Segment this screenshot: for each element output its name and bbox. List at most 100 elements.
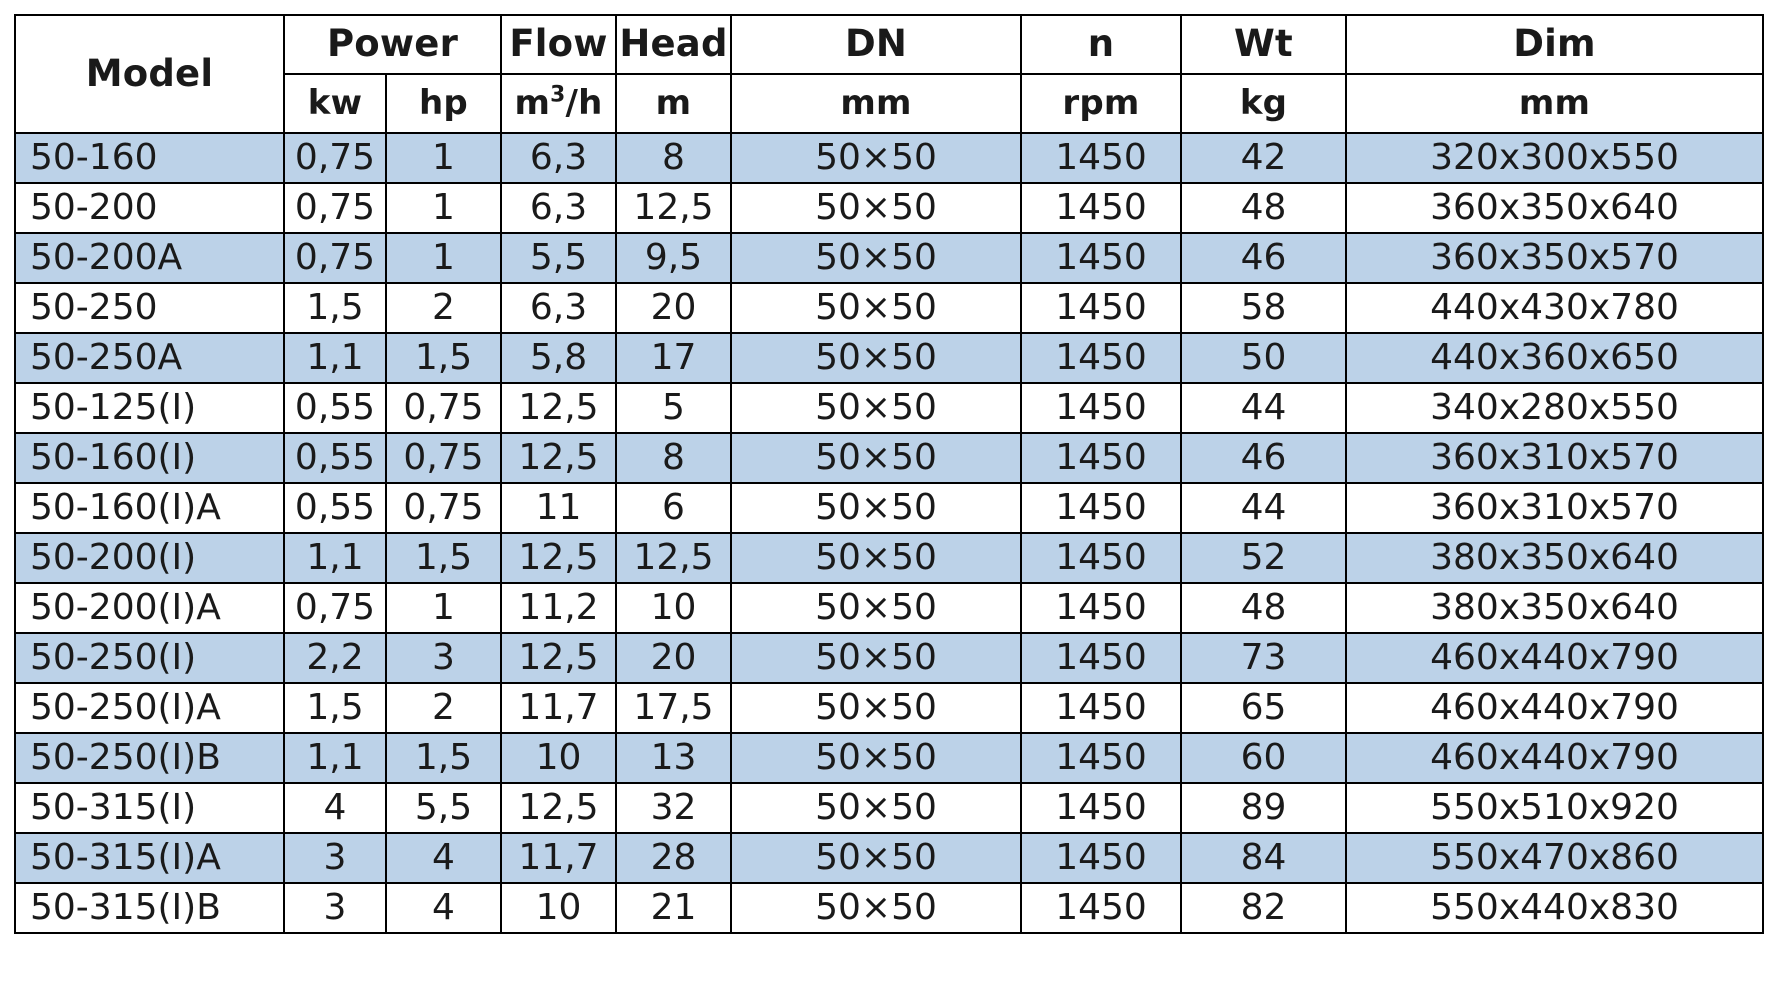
cell-dn: 50×50: [730, 532, 1022, 584]
table-row: 50-315(I)A 3 4 11,7 28 50×50 1450 84 550x470x860: [14, 832, 1764, 884]
cell-flow: 11,2: [500, 582, 617, 634]
cell-n: 1450: [1020, 882, 1182, 934]
cell-kw: 3: [283, 832, 387, 884]
column-header-n: n: [1020, 14, 1182, 75]
cell-model: 50-160(I)A: [14, 482, 285, 534]
cell-flow: 12,5: [500, 632, 617, 684]
table-row: 50-200(I)A 0,75 1 11,2 10 50×50 1450 48 380x350x…: [14, 582, 1764, 634]
unit-header-kw: kw: [283, 73, 387, 134]
cell-dn: 50×50: [730, 182, 1022, 234]
cell-n: 1450: [1020, 182, 1182, 234]
table-row: 50-250(I)B 1,1 1,5 10 13 50×50 1450 60 460x440x7…: [14, 732, 1764, 784]
cell-model: 50-125(I): [14, 382, 285, 434]
cell-kw: 1,1: [283, 532, 387, 584]
table-row: 50-250(I) 2,2 3 12,5 20 50×50 1450 73 460x440x79…: [14, 632, 1764, 684]
cell-kw: 0,75: [283, 232, 387, 284]
cell-hp: 1,5: [385, 332, 502, 384]
cell-dn: 50×50: [730, 832, 1022, 884]
table-row: 50-250(I)A 1,5 2 11,7 17,5 50×50 1450 65 460x440…: [14, 682, 1764, 734]
cell-head: 6: [615, 482, 732, 534]
cell-n: 1450: [1020, 282, 1182, 334]
cell-head: 32: [615, 782, 732, 834]
cell-hp: 3: [385, 632, 502, 684]
cell-kw: 0,55: [283, 482, 387, 534]
cell-flow: 5,8: [500, 332, 617, 384]
table-row: 50-250 1,5 2 6,3 20 50×50 1450 58 440x430x780: [14, 282, 1764, 334]
table-row: 50-250A 1,1 1,5 5,8 17 50×50 1450 50 440x360x650: [14, 332, 1764, 384]
cell-dim: 440x360x650: [1345, 332, 1764, 384]
cell-dn: 50×50: [730, 782, 1022, 834]
cell-dim: 360x350x640: [1345, 182, 1764, 234]
cell-model: 50-250(I)A: [14, 682, 285, 734]
pump-specifications-table: Model Power Flow Head DN n Wt Dim kw hp …: [14, 14, 1764, 934]
cell-head: 12,5: [615, 532, 732, 584]
cell-model: 50-200(I)A: [14, 582, 285, 634]
cell-model: 50-250: [14, 282, 285, 334]
cell-hp: 1: [385, 582, 502, 634]
cell-model: 50-160(I): [14, 432, 285, 484]
cell-dim: 380x350x640: [1345, 582, 1764, 634]
cell-kw: 4: [283, 782, 387, 834]
cell-wt: 89: [1180, 782, 1347, 834]
cell-dn: 50×50: [730, 282, 1022, 334]
cell-model: 50-250(I)B: [14, 732, 285, 784]
cell-flow: 5,5: [500, 232, 617, 284]
cell-model: 50-250(I): [14, 632, 285, 684]
cell-head: 13: [615, 732, 732, 784]
cell-wt: 46: [1180, 432, 1347, 484]
header-row-titles: Model Power Flow Head DN n Wt Dim: [14, 14, 1764, 134]
table-row: 50-200A 0,75 1 5,5 9,5 50×50 1450 46 360x350x570: [14, 232, 1764, 284]
cell-model: 50-200(I): [14, 532, 285, 584]
cell-kw: 0,75: [283, 132, 387, 184]
cell-n: 1450: [1020, 732, 1182, 784]
cell-hp: 4: [385, 832, 502, 884]
cell-hp: 1: [385, 182, 502, 234]
unit-header-n: rpm: [1020, 73, 1182, 134]
cell-head: 8: [615, 132, 732, 184]
cell-head: 8: [615, 432, 732, 484]
cell-flow: 11,7: [500, 682, 617, 734]
cell-wt: 60: [1180, 732, 1347, 784]
cell-wt: 46: [1180, 232, 1347, 284]
table-row: 50-200 0,75 1 6,3 12,5 50×50 1450 48 360x350x640: [14, 182, 1764, 234]
cell-dim: 360x310x570: [1345, 482, 1764, 534]
cell-dim: 440x430x780: [1345, 282, 1764, 334]
column-header-wt: Wt: [1180, 14, 1347, 75]
cell-head: 20: [615, 282, 732, 334]
column-header-dn: DN: [730, 14, 1022, 75]
cell-model: 50-315(I)A: [14, 832, 285, 884]
cell-dim: 550x470x860: [1345, 832, 1764, 884]
cell-hp: 2: [385, 282, 502, 334]
cell-flow: 12,5: [500, 782, 617, 834]
cell-head: 12,5: [615, 182, 732, 234]
cell-dim: 460x440x790: [1345, 732, 1764, 784]
table-row: 50-160 0,75 1 6,3 8 50×50 1450 42 320x300x550: [14, 132, 1764, 184]
cell-kw: 1,5: [283, 282, 387, 334]
cell-hp: 1: [385, 132, 502, 184]
table-row: 50-160(I)A 0,55 0,75 11 6 50×50 1450 44 360x310x…: [14, 482, 1764, 534]
cell-hp: 1: [385, 232, 502, 284]
table-row: 50-315(I)B 3 4 10 21 50×50 1450 82 550x440x830: [14, 882, 1764, 934]
cell-n: 1450: [1020, 832, 1182, 884]
cell-kw: 0,75: [283, 182, 387, 234]
cell-flow: 6,3: [500, 182, 617, 234]
cell-dn: 50×50: [730, 682, 1022, 734]
cell-flow: 11,7: [500, 832, 617, 884]
unit-header-head: m: [615, 73, 732, 134]
cell-wt: 65: [1180, 682, 1347, 734]
cell-n: 1450: [1020, 582, 1182, 634]
cell-kw: 1,5: [283, 682, 387, 734]
cell-kw: 1,1: [283, 732, 387, 784]
unit-header-hp: hp: [385, 73, 502, 134]
unit-header-flow: m3/h: [500, 73, 617, 134]
cell-dim: 460x440x790: [1345, 682, 1764, 734]
cell-hp: 1,5: [385, 532, 502, 584]
cell-n: 1450: [1020, 382, 1182, 434]
column-header-power: Power: [283, 14, 502, 75]
cell-model: 50-315(I)B: [14, 882, 285, 934]
cell-kw: 0,75: [283, 582, 387, 634]
cell-dim: 360x350x570: [1345, 232, 1764, 284]
cell-dim: 550x510x920: [1345, 782, 1764, 834]
cell-wt: 58: [1180, 282, 1347, 334]
